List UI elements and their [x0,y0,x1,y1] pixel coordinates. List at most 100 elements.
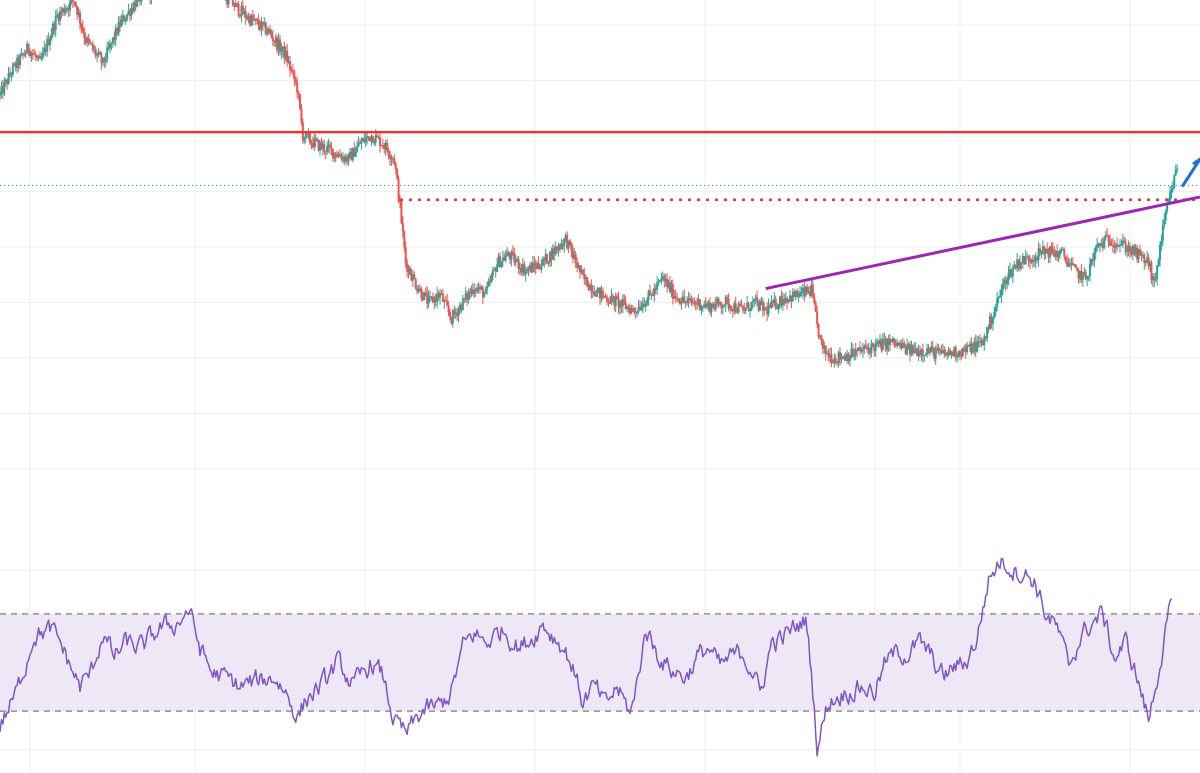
price-pane[interactable] [0,0,1200,368]
candle [859,341,861,355]
candle [1137,248,1140,264]
candle [803,280,806,302]
candle [677,298,680,303]
candle [1069,258,1071,268]
candle [309,131,311,146]
candle [359,138,361,144]
candle [140,0,143,5]
candle [904,343,907,356]
candle [959,349,961,361]
candle [899,339,901,350]
candle [136,0,139,8]
candle [846,349,849,364]
candle [324,151,327,160]
rsi-pane[interactable] [0,557,1200,757]
candle [327,138,330,153]
candle [554,241,557,257]
candle [387,147,390,160]
candle [921,343,924,363]
candle [741,304,744,314]
candle [1146,250,1149,264]
candle [850,341,853,359]
candle [617,291,620,314]
candle [673,290,676,300]
candle [576,257,579,273]
candle [889,333,891,351]
candle [467,288,470,304]
candle [987,324,990,334]
candle [289,56,291,77]
candle [1091,252,1094,266]
candle [120,14,123,28]
candle [356,140,359,153]
candle [0,91,1,101]
candle [613,296,616,312]
candle [1034,252,1037,269]
candle [633,307,636,315]
candle [804,285,807,298]
candle [876,337,879,347]
candle [409,265,411,276]
candle [1003,277,1006,289]
candle [890,339,893,343]
candle [1,79,4,99]
candle [540,259,543,274]
candle [941,343,944,355]
candle [313,133,316,152]
candle [536,260,539,270]
projection-arrow[interactable] [1181,157,1200,187]
candle [796,288,799,298]
candle [397,175,400,204]
candle [551,243,554,260]
candle [604,293,607,299]
candle [50,28,53,41]
candle [1114,242,1117,254]
candle [787,299,790,304]
candle [693,297,696,308]
candle [456,308,459,321]
candle [1133,243,1136,256]
candle [571,245,574,264]
candle [11,61,14,78]
candle [427,289,430,308]
candle [547,261,550,267]
candle [109,39,111,53]
candle [400,200,403,225]
trendline[interactable] [765,195,1200,291]
candle [36,54,39,62]
candle [697,294,700,307]
candle [504,250,507,263]
candle [1024,249,1027,265]
candle [116,27,119,36]
candle [269,24,271,36]
candle [1017,258,1020,271]
candle [519,262,521,276]
candle [661,271,664,282]
candle [267,27,270,35]
candle [367,136,370,141]
candle [450,316,453,325]
candle [800,286,803,297]
candle [1006,276,1009,289]
candle [813,292,816,305]
candle [713,301,716,312]
candle [623,294,626,305]
candle [949,347,951,356]
candle [733,300,736,315]
price-annotations [0,130,1200,291]
candle [729,303,731,314]
candle [767,298,770,317]
candle [759,298,761,312]
candle [283,41,286,65]
candle [311,136,314,149]
candle [684,300,687,308]
candle [753,298,756,307]
candle [1097,242,1100,249]
candle [680,297,683,310]
candle [857,347,860,352]
candle [683,289,686,304]
candle [406,259,409,278]
candle [319,140,321,156]
